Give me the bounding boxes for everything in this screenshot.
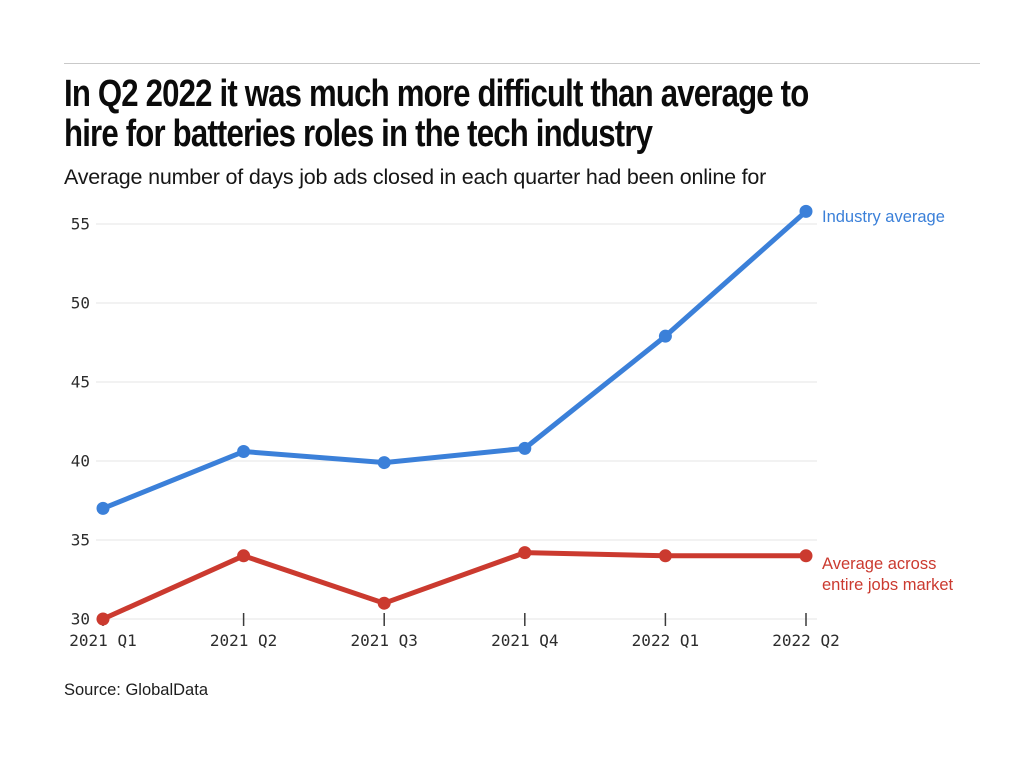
series-line-industry (100, 208, 809, 511)
chart-title-line-1: In Q2 2022 it was much more difficult th… (64, 73, 809, 115)
x-tick-label-5: 2022 Q1 (632, 631, 699, 650)
series-label-industry-average: Industry average (822, 207, 945, 228)
series-label-jobs-market: Average across entire jobs market (822, 554, 953, 596)
y-tick-label-45: 45 (71, 373, 90, 392)
data-point-industry-2022-Q2 (799, 204, 813, 218)
data-point-market-2021-Q4 (518, 546, 532, 560)
chart-title: In Q2 2022 it was much more difficult th… (64, 74, 1024, 154)
data-point-industry-2022-Q1 (658, 329, 672, 343)
y-tick-label-55: 55 (71, 215, 90, 234)
chart-subtitle: Average number of days job ads closed in… (64, 165, 767, 189)
x-tick-label-2: 2021 Q2 (210, 631, 277, 650)
y-tick-label-30: 30 (71, 610, 90, 629)
top-divider (64, 63, 980, 64)
series-line-market (100, 550, 809, 622)
data-point-industry-2021-Q2 (237, 445, 251, 459)
data-point-market-2021-Q1 (96, 612, 110, 626)
series-label-line: Industry average (822, 208, 945, 226)
series-label-line: entire jobs market (822, 576, 954, 594)
data-point-market-2022-Q1 (658, 549, 672, 563)
x-tick-label-4: 2021 Q4 (491, 631, 558, 650)
source-attribution: Source: GlobalData (64, 681, 208, 699)
data-point-market-2021-Q3 (377, 596, 391, 610)
x-tick-label-3: 2021 Q3 (350, 631, 417, 650)
data-point-industry-2021-Q3 (377, 456, 391, 470)
data-point-industry-2021-Q1 (96, 501, 110, 515)
data-point-market-2022-Q2 (799, 549, 813, 563)
y-tick-label-50: 50 (71, 294, 90, 313)
data-point-market-2021-Q2 (237, 549, 251, 563)
chart-title-line-2: hire for batteries roles in the tech ind… (64, 113, 653, 155)
y-tick-label-35: 35 (71, 531, 90, 550)
x-tick-label-6: 2022 Q2 (772, 631, 839, 650)
series-label-line: Average across (822, 555, 937, 573)
x-tick-label-1: 2021 Q1 (69, 631, 136, 650)
data-point-industry-2021-Q4 (518, 441, 532, 455)
y-tick-label-40: 40 (71, 452, 90, 471)
